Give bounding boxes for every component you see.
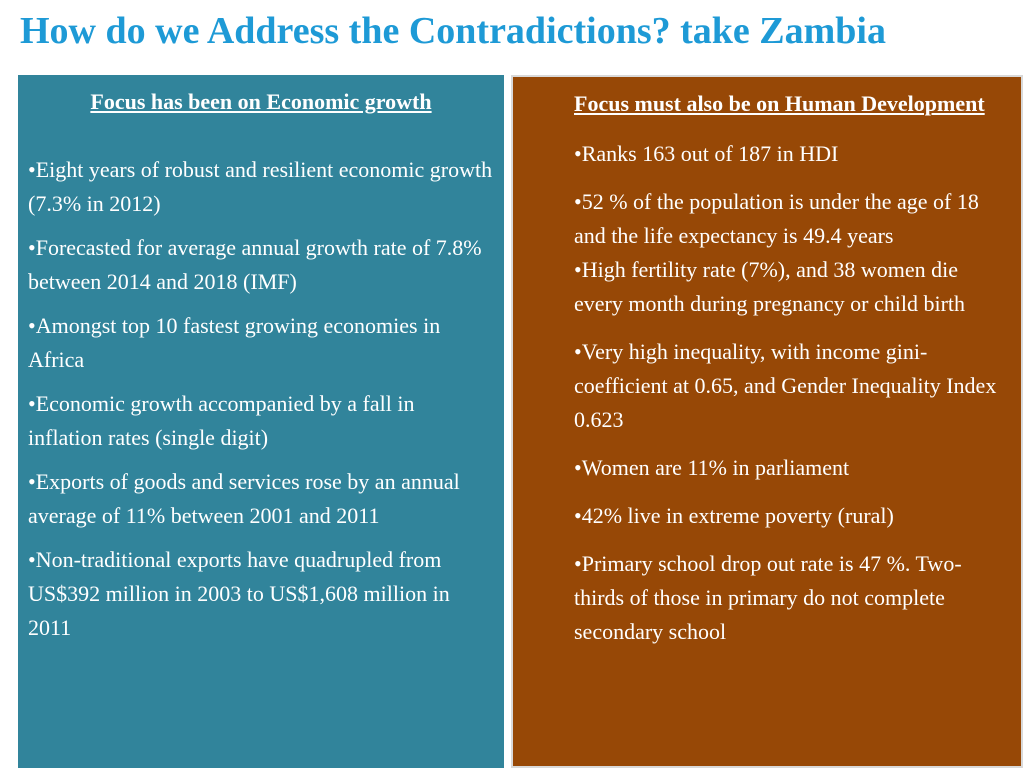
list-item: •Women are 11% in parliament [574, 455, 850, 480]
list-item: •Amongst top 10 fastest growing economie… [28, 313, 441, 372]
list-item: •Economic growth accompanied by a fall i… [28, 391, 415, 450]
economic-growth-panel: Focus has been on Economic growth •Eight… [18, 75, 504, 768]
list-item: •Primary school drop out rate is 47 %. T… [574, 551, 962, 644]
list-item: •Non-traditional exports have quadrupled… [28, 547, 450, 640]
list-item: •Ranks 163 out of 187 in HDI [574, 141, 839, 166]
list-item: •52 % of the population is under the age… [574, 189, 979, 248]
list-item: •Eight years of robust and resilient eco… [28, 157, 493, 216]
slide-title: How do we Address the Contradictions? ta… [20, 10, 886, 52]
human-development-panel: Focus must also be on Human Development … [511, 75, 1023, 768]
list-item: •High fertility rate (7%), and 38 women … [574, 257, 966, 316]
list-item: •Forecasted for average annual growth ra… [28, 235, 482, 294]
list-item: •Very high inequality, with income gini-… [574, 339, 997, 432]
human-development-heading: Focus must also be on Human Development [574, 91, 985, 116]
economic-growth-heading: Focus has been on Economic growth [90, 89, 432, 114]
list-item: •42% live in extreme poverty (rural) [574, 503, 894, 528]
list-item: •Exports of goods and services rose by a… [28, 469, 460, 528]
